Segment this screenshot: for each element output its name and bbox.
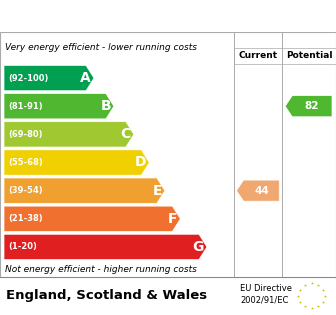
Polygon shape [4,150,149,175]
Text: Not energy efficient - higher running costs: Not energy efficient - higher running co… [5,265,197,273]
Text: F: F [168,212,177,226]
Text: (81-91): (81-91) [8,102,43,111]
Polygon shape [4,94,114,119]
Polygon shape [4,122,134,147]
Text: 44: 44 [254,186,269,196]
Polygon shape [4,234,207,260]
Text: C: C [121,127,131,141]
Text: (92-100): (92-100) [8,74,48,83]
Text: (21-38): (21-38) [8,214,43,223]
Text: Energy Efficiency Rating: Energy Efficiency Rating [7,9,228,24]
Polygon shape [237,180,279,201]
Text: Potential: Potential [286,51,332,60]
Polygon shape [4,206,180,232]
Text: 82: 82 [305,101,320,111]
Text: D: D [135,156,146,169]
Text: A: A [80,71,91,85]
Text: England, Scotland & Wales: England, Scotland & Wales [6,289,207,302]
Text: (39-54): (39-54) [8,186,43,195]
Text: G: G [193,240,204,254]
Text: Very energy efficient - lower running costs: Very energy efficient - lower running co… [5,43,197,53]
Bar [234,48,336,64]
Text: E: E [152,184,162,198]
Text: (1-20): (1-20) [8,243,37,251]
Polygon shape [4,66,94,91]
Text: EU Directive
2002/91/EC: EU Directive 2002/91/EC [240,284,292,305]
Polygon shape [285,96,332,117]
Text: Current: Current [238,51,278,60]
Text: (55-68): (55-68) [8,158,43,167]
Text: B: B [100,99,111,113]
Text: (69-80): (69-80) [8,130,42,139]
Polygon shape [4,178,165,203]
